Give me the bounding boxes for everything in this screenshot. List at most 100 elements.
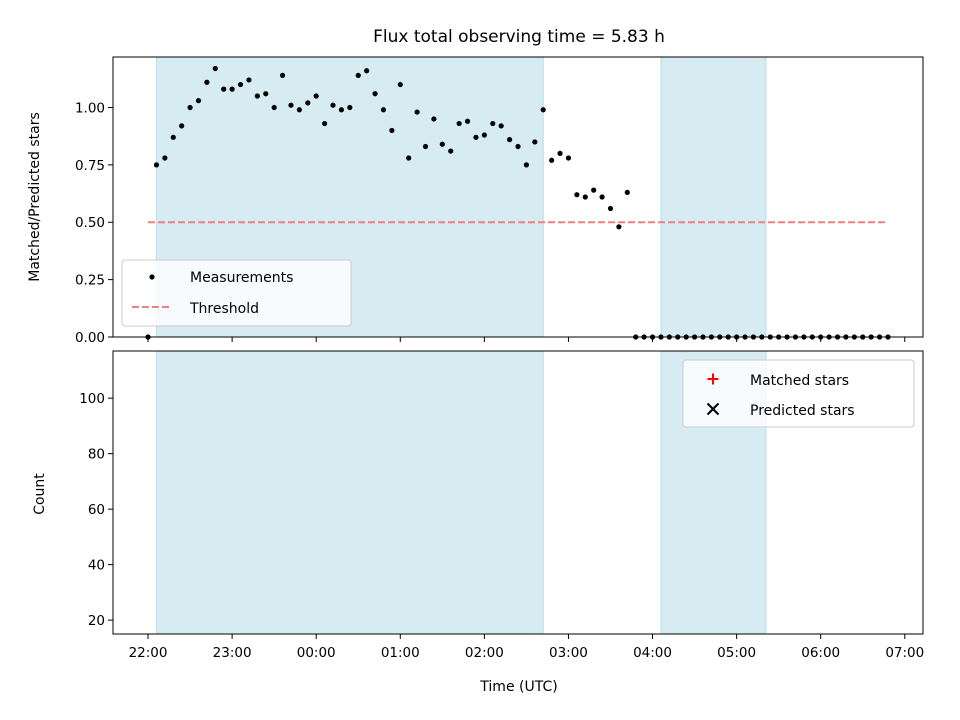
measurement-point [406, 155, 412, 161]
measurement-point [322, 120, 328, 127]
bottom-x-tick-label: 02:00 [465, 645, 504, 661]
measurement-point [288, 102, 294, 108]
chart-title: Flux total observing time = 5.83 h [373, 27, 665, 47]
bottom-legend-box [682, 359, 915, 428]
bottom-y-tick-label: 80 [88, 447, 105, 463]
measurement-point [532, 139, 538, 145]
top-y-axis-label: Matched/Predicted stars [27, 112, 43, 282]
measurement-point [389, 127, 395, 134]
measurement-point [456, 120, 462, 127]
measurement-point [380, 107, 387, 113]
legend-matched-label: Matched stars [750, 373, 849, 389]
top-y-tick-label: 0.00 [75, 330, 105, 346]
bottom-x-tick-label: 01:00 [381, 645, 420, 661]
measurement-point [616, 224, 622, 230]
legend-predicted-label: Predicted stars [750, 403, 855, 419]
bottom-panel: 20 40 60 80 100 22:00 23:00 00:00 01:00 02:00 03:0… [79, 350, 924, 661]
measurement-point [481, 132, 487, 138]
bottom-y-tick-label: 40 [88, 558, 105, 574]
measurement-point [372, 91, 378, 97]
measurement-point [540, 107, 546, 113]
measurement-point [330, 102, 336, 108]
measurement-point [279, 72, 286, 78]
measurement-point [212, 65, 218, 72]
measurement-point [221, 86, 227, 92]
measurement-point [506, 137, 513, 143]
measurement-point [204, 79, 210, 85]
bottom-x-tick-label: 05:00 [717, 645, 756, 661]
measurement-point [414, 109, 420, 115]
top-y-tick-label: 0.75 [75, 158, 105, 174]
measurement-point [523, 162, 530, 168]
measurement-point [187, 104, 193, 111]
measurement-point [305, 100, 311, 106]
top-y-tick-label: 0.25 [75, 273, 105, 289]
measurement-point [254, 93, 260, 99]
measurement-point [313, 93, 319, 99]
measurement-point [355, 72, 361, 78]
bottom-x-tick-label: 06:00 [801, 645, 840, 661]
measurement-point [515, 143, 521, 150]
measurement-point [364, 68, 370, 74]
bottom-y-tick-label: 20 [88, 613, 105, 629]
measurement-point [246, 77, 252, 83]
top-legend: Measurements Threshold [121, 259, 352, 327]
bottom-legend: Matched stars Predicted stars [682, 359, 915, 428]
legend-threshold-label: Threshold [189, 301, 259, 317]
measurement-point [464, 118, 471, 124]
legend-measurements-label: Measurements [190, 270, 293, 286]
measurement-point [439, 141, 445, 147]
measurement-point [431, 116, 437, 122]
legend-measurement-marker [149, 274, 155, 280]
bottom-y-axis-label: Count [32, 473, 48, 515]
measurement-point [422, 143, 429, 150]
legend-predicted-marker-b [706, 402, 720, 416]
top-axes-frame [112, 56, 924, 338]
measurement-point [607, 205, 614, 212]
legend-matched-marker [707, 373, 719, 385]
bottom-x-tick-label: 07:00 [885, 645, 924, 661]
bottom-y-tick-label: 60 [88, 502, 105, 518]
measurement-point [473, 134, 479, 140]
measurement-point [574, 192, 580, 198]
legend-predicted-marker [706, 402, 720, 416]
measurement-point [296, 107, 302, 113]
measurement-point [237, 81, 244, 88]
measurement-point [347, 104, 353, 111]
bottom-y-tick-label: 100 [79, 391, 105, 407]
measurement-point [162, 155, 168, 161]
measurement-point [549, 157, 555, 163]
measurement-point [229, 86, 235, 92]
measurement-point [599, 194, 605, 200]
measurement-point [179, 123, 185, 129]
measurement-point [490, 120, 496, 127]
measurement-point [498, 123, 504, 129]
measurement-point [338, 107, 345, 113]
measurement-point [582, 194, 588, 200]
measurement-point [624, 189, 630, 196]
top-y-tick-label: 0.50 [75, 215, 105, 231]
measurement-point [448, 148, 454, 154]
measurement-point [271, 104, 277, 111]
top-y-tick-label: 1.00 [75, 100, 105, 116]
top-shaded-interval [660, 56, 767, 338]
x-axis-label: Time (UTC) [479, 679, 557, 695]
bottom-shaded-interval [155, 350, 544, 635]
measurement-point [397, 81, 403, 88]
measurement-point [195, 98, 202, 104]
bottom-x-tick-label: 23:00 [213, 645, 252, 661]
bottom-x-tick-label: 00:00 [297, 645, 336, 661]
bottom-x-tick-label: 04:00 [633, 645, 672, 661]
top-panel: 0.00 0.25 0.50 0.75 1.00 Measurements Threshol… [75, 56, 924, 346]
measurement-point [557, 150, 563, 156]
measurement-point [170, 134, 176, 140]
bottom-axes-frame [112, 350, 924, 635]
measurement-point [153, 162, 160, 168]
top-legend-box [121, 259, 352, 327]
measurement-point [565, 155, 572, 161]
bottom-x-tick-label: 22:00 [129, 645, 168, 661]
measurement-point [591, 187, 597, 193]
bottom-x-tick-label: 03:00 [549, 645, 588, 661]
measurement-point [263, 91, 269, 97]
